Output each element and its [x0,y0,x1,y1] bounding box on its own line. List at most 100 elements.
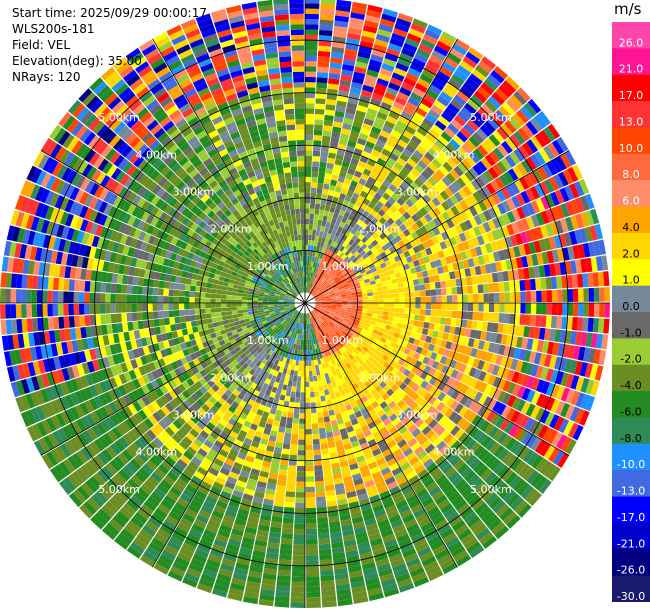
radar-gate [332,326,338,332]
radar-gate [271,364,278,371]
radar-gate [239,352,247,360]
radar-gate [572,245,581,260]
radar-gate [551,249,560,263]
radar-gate [420,412,431,422]
radar-gate [386,279,393,286]
radar-gate [335,379,342,387]
radar-gate [260,316,266,320]
radar-gate [334,186,342,193]
radar-gate [528,419,540,434]
radar-gate [387,372,395,381]
radar-gate [305,455,314,461]
radar-gate [339,377,346,385]
radar-gate [255,534,268,542]
radar-gate [465,155,477,167]
radar-gate [255,317,261,322]
radar-gate [48,330,56,344]
radar-gate [371,317,378,322]
radar-gate [449,169,460,180]
radar-gate [450,425,461,437]
radar-gate [406,207,415,217]
radar-gate [388,110,400,120]
radar-gate [490,413,501,426]
radar-gate [292,560,305,566]
radar-gate [390,326,397,332]
radar-gate [375,362,383,370]
radar-gate [166,471,179,482]
radar-gate [331,252,337,259]
radar-gate [129,442,141,455]
radar-gate [335,307,342,311]
radar-gate [405,268,412,276]
radar-gate [112,354,120,365]
radar-gate [402,237,410,245]
radar-gate [536,393,546,407]
radar-gate [290,307,296,311]
radar-gate [179,454,191,465]
radar-gate [247,337,254,344]
radar-gate [323,416,331,423]
radar-gate [589,225,598,241]
radar-gate [14,349,23,365]
radar-gate [222,401,231,410]
radar-gate [321,278,327,284]
radar-gate [323,210,330,217]
radar-gate [136,398,147,409]
radar-gate [80,375,89,388]
radar-gate [467,356,476,367]
radar-gate [272,398,280,405]
radar-gate [468,400,479,412]
radar-gate [73,435,85,450]
radar-gate [392,316,399,323]
radar-gate [115,510,130,524]
radar-gate [466,182,477,194]
radar-gate [521,142,534,156]
radar-gate [114,439,126,452]
radar-gate [113,375,123,387]
radar-gate [487,398,498,411]
radar-gate [416,327,424,334]
radar-gate [352,305,358,309]
radar-gate [141,395,151,407]
radar-gate [378,240,386,248]
radar-gate [340,310,347,314]
radar-gate [333,191,341,198]
radar-gate [357,372,365,380]
radar-gate [284,316,290,321]
radar-gate [334,278,341,283]
radar-gate [362,325,369,331]
radar-gate [288,331,293,337]
radar-gate [288,465,297,472]
radar-gate [170,345,178,354]
radar-gate [582,273,589,288]
radar-gate [313,321,317,327]
radar-gate [245,415,254,424]
radar-gate [408,261,415,269]
radar-gate [319,307,326,311]
radar-gate [305,423,312,430]
radar-gate [216,409,225,418]
radar-gate [382,285,389,291]
radar-gate [427,229,436,239]
radar-gate [211,588,228,598]
radar-gate [368,299,374,303]
radar-gate [327,314,334,319]
radar-gate [312,261,316,268]
radar-gate [72,489,87,504]
radar-gate [540,210,550,224]
radar-gate [373,260,380,267]
radar-gate [246,323,253,329]
radar-gate [399,307,405,314]
radar-gate [315,396,321,403]
radar-gate [354,427,363,436]
radar-gate [337,143,347,151]
radar-gate [219,431,229,440]
radar-gate [342,529,355,537]
radar-gate [500,356,509,368]
radar-gate [329,234,335,241]
radar-gate [258,309,264,313]
radar-gate [348,570,363,579]
radar-gate [521,374,531,387]
radar-gate [342,247,348,254]
radar-gate [484,154,496,167]
